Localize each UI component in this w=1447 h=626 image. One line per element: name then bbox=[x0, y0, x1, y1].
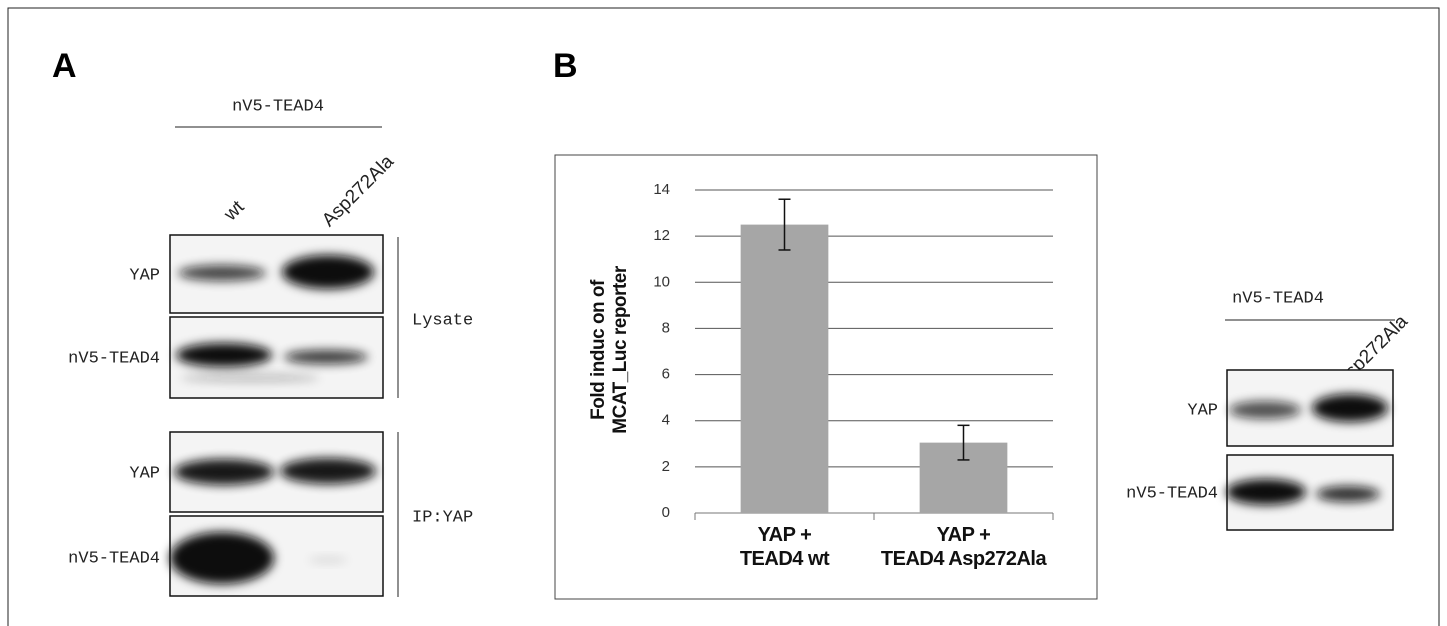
blot-band bbox=[180, 374, 320, 382]
lane-label: wt bbox=[220, 196, 250, 226]
y-tick-label: 0 bbox=[662, 504, 670, 521]
group-label: Lysate bbox=[412, 311, 473, 330]
row-label: YAP bbox=[129, 266, 160, 285]
figure: A nV5-TEAD4 wt Asp272Ala YAP nV5-TEAD4 Y… bbox=[0, 0, 1447, 626]
y-tick-label: 4 bbox=[662, 412, 670, 429]
blot-band bbox=[174, 459, 274, 485]
x-tick-label: YAP + TEAD4 Asp272Ala bbox=[864, 523, 1064, 571]
bar bbox=[741, 225, 829, 513]
blot-band bbox=[1316, 486, 1380, 502]
y-tick-label: 12 bbox=[653, 227, 670, 244]
row-label: YAP bbox=[129, 464, 160, 483]
bar-chart: 0 2 4 6 8 10 12 14 bbox=[653, 181, 1053, 521]
blot-band bbox=[170, 532, 274, 584]
y-tick-label: 10 bbox=[653, 273, 670, 290]
y-tick-label: 6 bbox=[662, 366, 670, 383]
lane-label: Asp272Ala bbox=[318, 151, 398, 231]
blot-band bbox=[1229, 401, 1301, 419]
panel-label: A bbox=[52, 47, 77, 85]
blot-band bbox=[284, 350, 368, 364]
blot-band bbox=[280, 458, 376, 484]
y-tick-label: 14 bbox=[653, 181, 670, 198]
row-label: nV5-TEAD4 bbox=[68, 549, 160, 568]
blot-header: nV5-TEAD4 bbox=[232, 97, 324, 116]
blot-band bbox=[1226, 479, 1306, 505]
row-label: YAP bbox=[1187, 401, 1218, 420]
y-tick-label: 8 bbox=[662, 319, 670, 336]
blot-band bbox=[176, 343, 272, 367]
row-label: nV5-TEAD4 bbox=[1126, 484, 1218, 503]
row-label: nV5-TEAD4 bbox=[68, 349, 160, 368]
y-axis-label: Fold induc on of MCAT_Luc reporter bbox=[588, 220, 632, 480]
group-label: IP:YAP bbox=[412, 508, 473, 527]
blot-band bbox=[282, 255, 374, 289]
blot-band bbox=[178, 265, 266, 281]
blot-band bbox=[308, 557, 348, 563]
blot-header: nV5-TEAD4 bbox=[1232, 289, 1324, 308]
blot-images bbox=[170, 235, 383, 596]
y-tick-label: 2 bbox=[662, 458, 670, 475]
x-tick-label: YAP + TEAD4 wt bbox=[685, 523, 885, 571]
panel-label: B bbox=[553, 47, 578, 85]
blot-band bbox=[1312, 394, 1388, 422]
blot-images bbox=[1226, 370, 1393, 530]
